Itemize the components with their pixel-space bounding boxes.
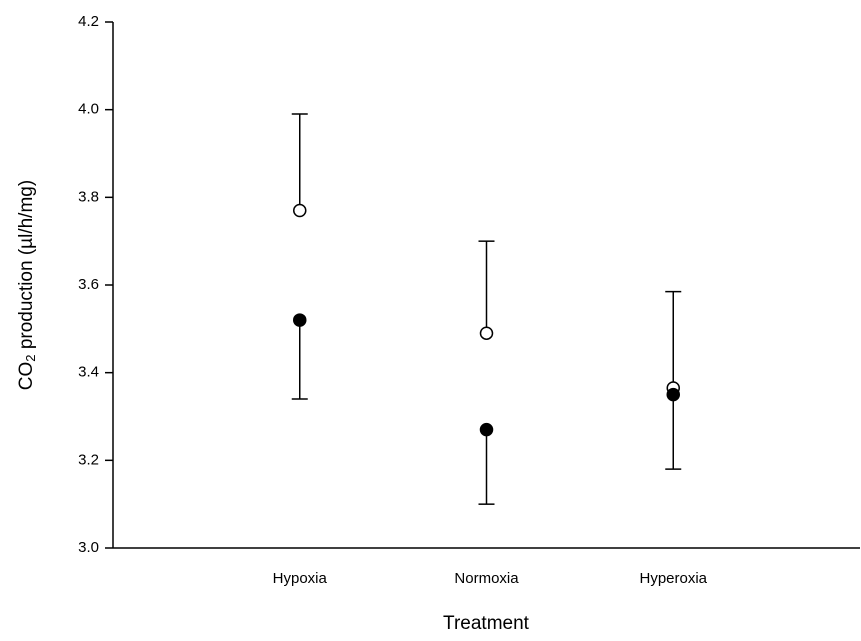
data-point [293, 203, 307, 218]
y-tick-label: 3.4 [78, 364, 99, 381]
x-tick-label: Normoxia [454, 570, 519, 587]
data-point [666, 387, 680, 402]
y-axis-title-subscript: 2 [23, 354, 38, 361]
y-tick-label: 3.6 [78, 276, 99, 293]
y-tick-label: 4.0 [78, 101, 99, 118]
data-point [293, 313, 307, 327]
y-tick-label: 3.0 [78, 539, 99, 556]
y-axis-title-part: CO [16, 362, 37, 391]
y-tick-label: 3.2 [78, 451, 99, 468]
y-tick-label: 4.2 [78, 13, 99, 30]
data-point [479, 326, 494, 340]
x-axis-title: Treatment [443, 613, 530, 634]
y-axis-title: CO2 production (µl/h/mg) [16, 180, 38, 390]
x-tick-label: Hyperoxia [639, 570, 707, 587]
data-point [479, 422, 494, 437]
x-tick-label: Hypoxia [273, 570, 328, 587]
y-tick-label: 3.8 [78, 188, 99, 205]
y-axis-title-part: production (µl/h/mg) [16, 180, 37, 355]
